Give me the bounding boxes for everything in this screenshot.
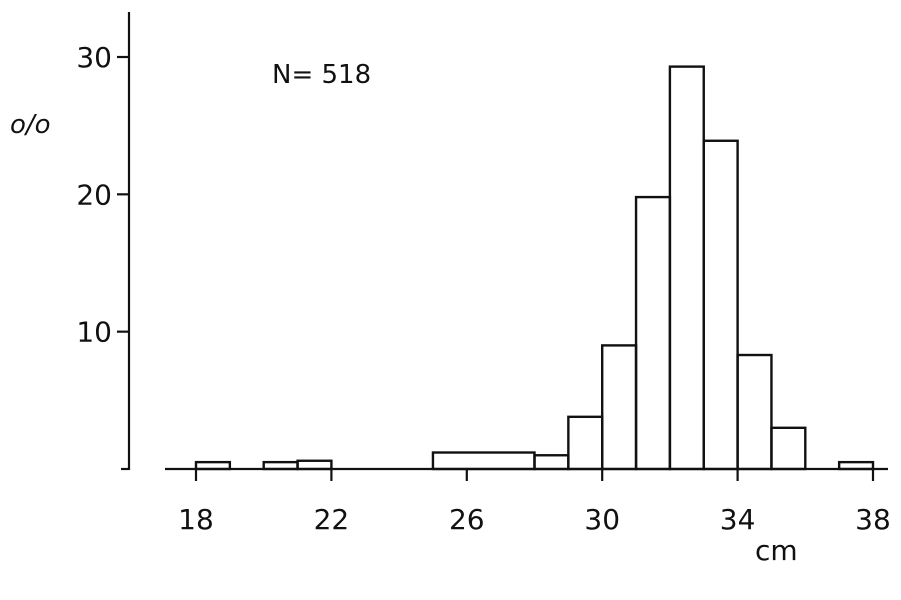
axes [127, 12, 888, 471]
x-tick-label: 38 [855, 503, 891, 536]
histogram-bar [567, 415, 604, 471]
sample-size-annotation: N= 518 [272, 60, 371, 90]
y-ticks: 10 20 30 [76, 41, 129, 471]
histogram-bar [634, 195, 672, 471]
x-tick-label: 30 [584, 503, 620, 536]
histogram-bars [194, 65, 875, 471]
histogram-bar [702, 139, 739, 471]
y-tick-label: 10 [76, 316, 112, 349]
histogram-bar [533, 454, 570, 471]
x-tick-label: 34 [720, 503, 756, 536]
histogram-bar [668, 65, 705, 471]
histogram-bar [431, 451, 536, 471]
histogram-bar [770, 426, 807, 471]
histogram-bar [601, 344, 638, 471]
histogram-bar [736, 353, 773, 471]
x-axis-label: cm [755, 534, 798, 567]
y-axis-label: o/o [10, 110, 51, 140]
histogram-bar [837, 460, 875, 471]
y-tick-label: 20 [76, 178, 112, 211]
histogram-bar [296, 459, 333, 471]
x-tick-label: 18 [178, 503, 214, 536]
histogram-bar [262, 460, 299, 471]
x-tick-label: 26 [449, 503, 485, 536]
x-tick-label: 22 [314, 503, 350, 536]
histogram-bar [194, 460, 232, 471]
y-tick-label: 30 [76, 41, 112, 74]
x-ticks: 18 22 26 30 34 38 [178, 469, 891, 536]
